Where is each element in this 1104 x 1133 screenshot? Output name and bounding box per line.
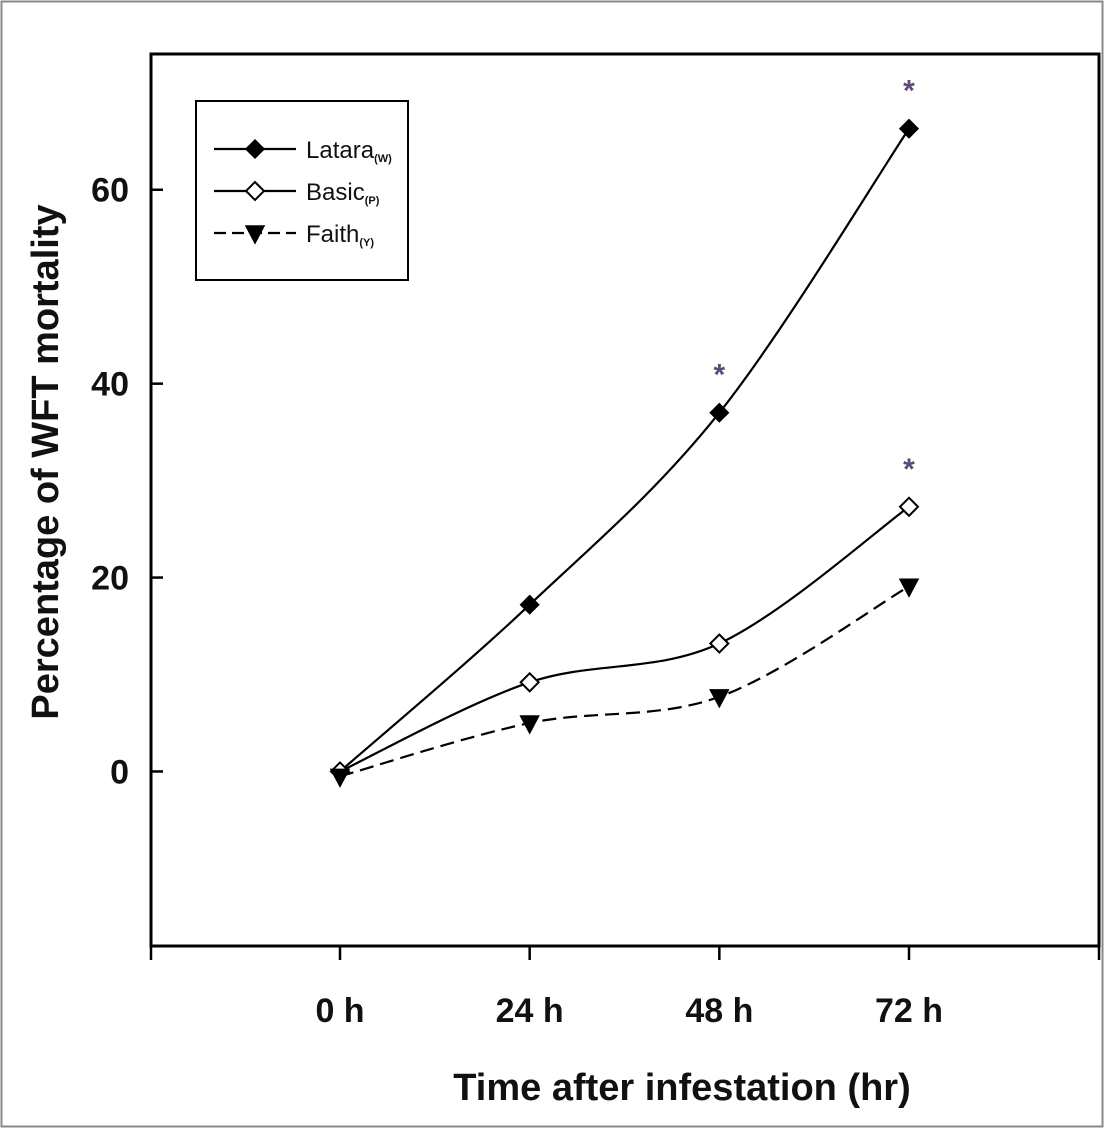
data-point-basic (519, 671, 541, 693)
y-tick-label: 20 (91, 560, 129, 598)
data-point-faith (329, 768, 351, 788)
legend-series-subscript: (Y) (359, 237, 374, 249)
data-point-faith (898, 578, 920, 598)
plot-frame (149, 52, 1101, 948)
series-line-faith (339, 585, 910, 778)
legend: Latara(W) Basic(P) Faith(Y) (195, 100, 409, 281)
significance-marker: * (713, 359, 725, 392)
legend-series-subscript: (W) (374, 153, 392, 165)
data-point-basic (708, 633, 730, 654)
series-line-basic (339, 505, 910, 773)
data-point-faith (709, 689, 730, 709)
significance-marker: * (903, 75, 915, 108)
significance-marker: * (903, 453, 915, 486)
legend-label-latara: Latara(W) (306, 137, 392, 165)
data-point-latara (709, 402, 730, 423)
legend-series-name: Basic (306, 179, 365, 206)
data-point-basic (898, 496, 920, 518)
legend-label-basic: Basic(P) (306, 179, 380, 207)
legend-series-name: Faith (306, 221, 359, 248)
series-layer: * * * (329, 75, 920, 788)
x-tick-label: 0 h (315, 992, 364, 1030)
legend-marker-faith (244, 225, 266, 245)
y-tick-label: 40 (91, 366, 129, 404)
data-point-faith (519, 715, 540, 735)
legend-marker-latara (244, 138, 266, 160)
legend-series-subscript: (P) (365, 195, 380, 207)
data-point-latara (898, 118, 920, 139)
data-point-latara (519, 594, 540, 615)
series-line-latara (339, 128, 910, 773)
y-tick-label: 60 (91, 172, 129, 210)
x-tick-label: 48 h (685, 992, 753, 1030)
y-axis: 0 20 40 60 (91, 172, 163, 791)
legend-marker-basic (244, 180, 266, 202)
legend-label-faith: Faith(Y) (306, 221, 374, 249)
y-tick-label: 0 (110, 753, 129, 791)
x-axis-title: Time after infestation (hr) (453, 1067, 910, 1109)
x-tick-label: 72 h (875, 992, 943, 1030)
x-tick-label: 24 h (496, 992, 564, 1030)
y-axis-title: Percentage of WFT mortality (25, 204, 67, 719)
x-axis: 0 h 24 h 48 h 72 h (149, 946, 1101, 1030)
legend-series-name: Latara (306, 137, 375, 164)
